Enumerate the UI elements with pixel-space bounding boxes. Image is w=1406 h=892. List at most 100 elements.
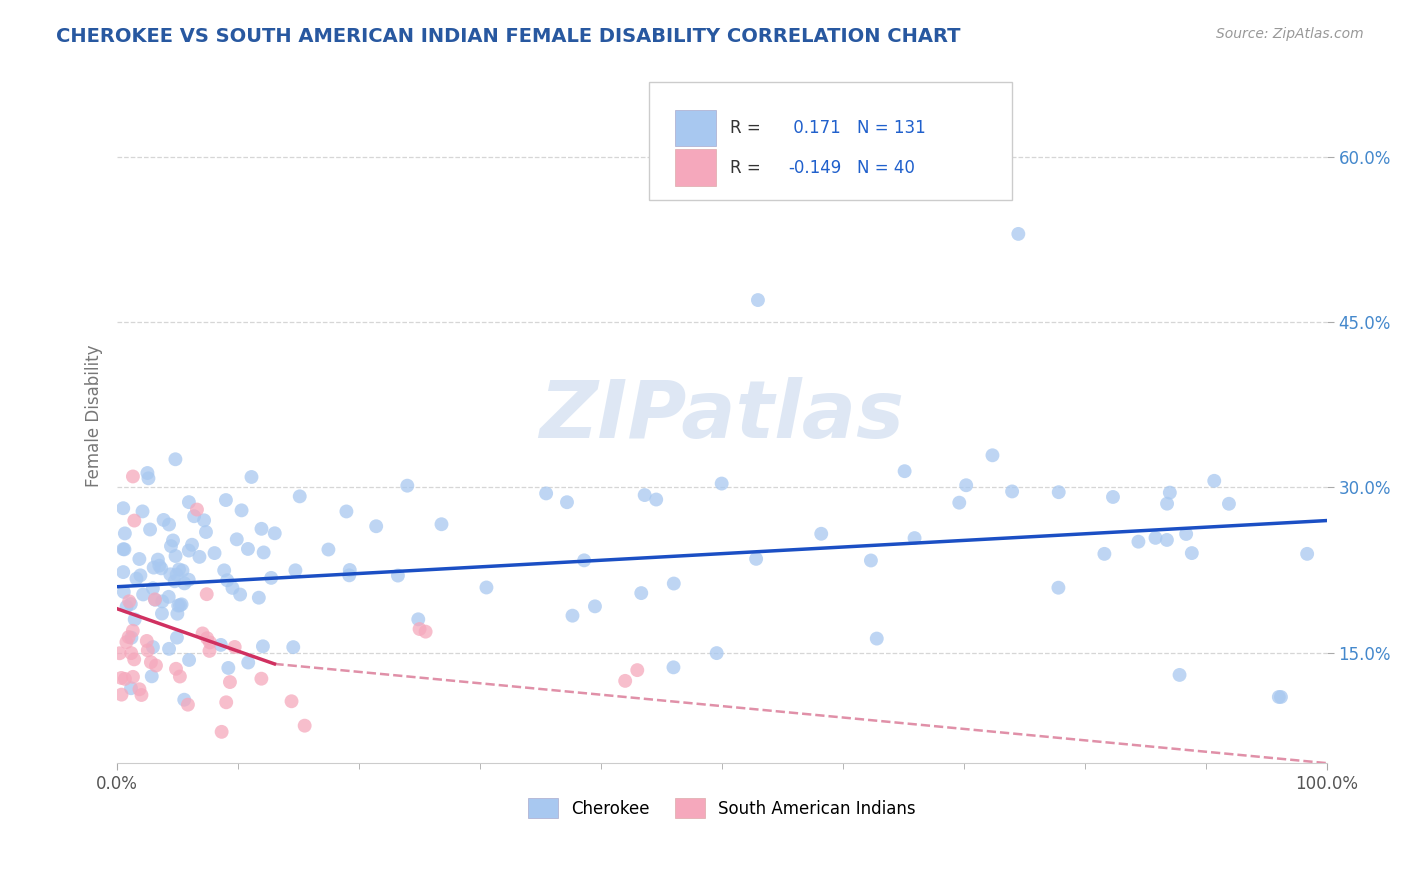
Point bbox=[217, 661, 239, 675]
Point bbox=[145, 658, 167, 673]
Point bbox=[229, 588, 252, 602]
Point bbox=[859, 553, 882, 567]
Point bbox=[157, 517, 180, 532]
Point bbox=[112, 542, 135, 557]
Point bbox=[138, 471, 160, 485]
Point bbox=[157, 590, 180, 604]
Point bbox=[408, 622, 430, 636]
Point bbox=[186, 502, 208, 516]
Point bbox=[280, 694, 302, 708]
Point bbox=[396, 478, 419, 492]
Point bbox=[112, 501, 135, 516]
Point bbox=[167, 599, 190, 613]
Point bbox=[115, 599, 138, 614]
Point bbox=[122, 469, 145, 483]
Text: Source: ZipAtlas.com: Source: ZipAtlas.com bbox=[1216, 27, 1364, 41]
Point bbox=[231, 503, 253, 517]
Point bbox=[112, 542, 135, 557]
Point bbox=[583, 599, 606, 614]
Point bbox=[159, 567, 181, 582]
Point bbox=[193, 513, 215, 527]
Point bbox=[150, 594, 173, 608]
Point bbox=[224, 640, 246, 654]
Text: -0.149: -0.149 bbox=[789, 159, 842, 177]
Point bbox=[1128, 534, 1150, 549]
Point bbox=[534, 486, 557, 500]
Point bbox=[183, 509, 205, 524]
Point bbox=[1175, 527, 1198, 541]
Point bbox=[955, 478, 977, 492]
Point bbox=[157, 641, 180, 656]
Point bbox=[146, 552, 169, 566]
Point bbox=[288, 489, 311, 503]
Text: N = 40: N = 40 bbox=[858, 159, 915, 177]
Point bbox=[177, 653, 200, 667]
Point bbox=[212, 563, 235, 577]
Point bbox=[120, 646, 142, 660]
Point bbox=[406, 612, 429, 626]
Point bbox=[217, 574, 239, 588]
Point bbox=[294, 719, 316, 733]
Point bbox=[195, 631, 218, 645]
Point bbox=[141, 669, 163, 683]
Point bbox=[626, 663, 648, 677]
Point bbox=[1181, 546, 1204, 560]
Point bbox=[177, 495, 200, 509]
Point bbox=[572, 553, 595, 567]
Point bbox=[662, 576, 685, 591]
Point bbox=[152, 513, 174, 527]
Point bbox=[169, 669, 191, 683]
Point bbox=[124, 612, 146, 626]
Point bbox=[263, 526, 285, 541]
Point bbox=[211, 724, 233, 739]
Point bbox=[112, 565, 135, 579]
Point bbox=[250, 522, 273, 536]
Point bbox=[166, 631, 188, 645]
Point bbox=[1268, 690, 1291, 704]
Point bbox=[120, 597, 142, 611]
Point bbox=[142, 582, 165, 596]
Text: R =: R = bbox=[730, 159, 766, 177]
Point bbox=[188, 549, 211, 564]
Point bbox=[1001, 484, 1024, 499]
Point bbox=[706, 646, 728, 660]
Point bbox=[981, 448, 1004, 462]
Point bbox=[250, 672, 273, 686]
Point bbox=[745, 552, 768, 566]
Point bbox=[136, 466, 159, 480]
Point bbox=[339, 563, 361, 577]
Point bbox=[561, 608, 583, 623]
Point bbox=[124, 514, 146, 528]
Point bbox=[163, 574, 186, 589]
Point bbox=[318, 542, 340, 557]
Point bbox=[366, 519, 388, 533]
Point bbox=[215, 493, 238, 508]
Point bbox=[614, 673, 637, 688]
Point bbox=[710, 476, 733, 491]
Point bbox=[191, 626, 214, 640]
Point bbox=[136, 643, 159, 657]
Point bbox=[160, 539, 183, 553]
Point bbox=[173, 692, 195, 706]
Point bbox=[162, 533, 184, 548]
Point bbox=[115, 635, 138, 649]
Point bbox=[121, 624, 143, 638]
Point bbox=[866, 632, 889, 646]
Point bbox=[219, 675, 242, 690]
Point bbox=[1270, 690, 1292, 704]
Point bbox=[387, 568, 409, 582]
Point bbox=[284, 563, 307, 577]
Point bbox=[475, 581, 498, 595]
Point bbox=[1159, 485, 1181, 500]
Point bbox=[283, 640, 305, 654]
Point bbox=[903, 531, 925, 545]
Point bbox=[1156, 497, 1178, 511]
Point bbox=[1144, 531, 1167, 545]
Point bbox=[1296, 547, 1319, 561]
Point bbox=[170, 598, 193, 612]
Point bbox=[169, 599, 191, 613]
Text: N = 131: N = 131 bbox=[858, 119, 927, 136]
Point bbox=[181, 538, 204, 552]
Point bbox=[118, 594, 141, 608]
Point bbox=[252, 640, 274, 654]
